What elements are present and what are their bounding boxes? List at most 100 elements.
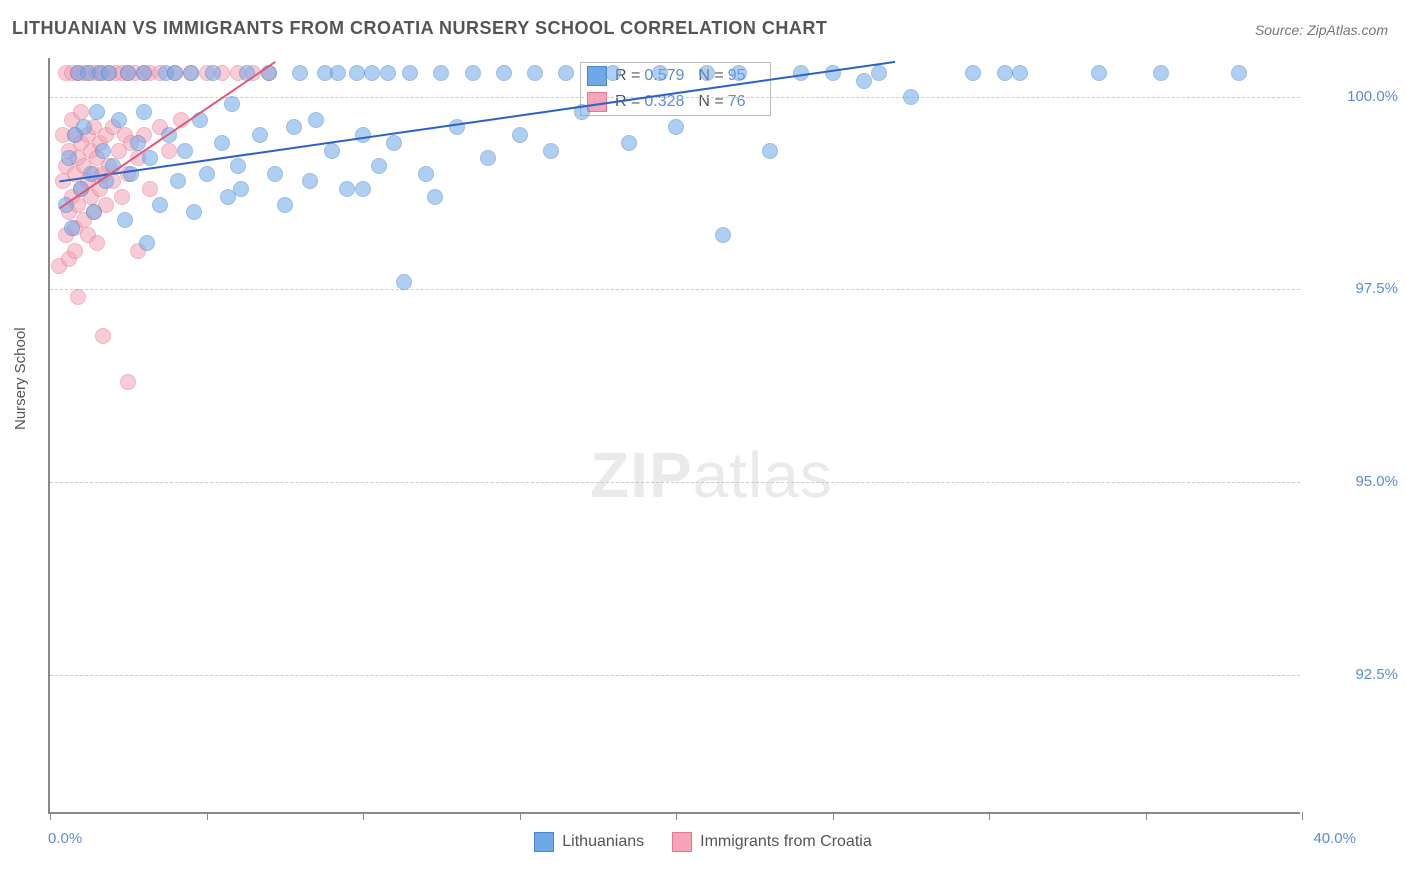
data-point xyxy=(86,204,102,220)
data-point xyxy=(465,65,481,81)
gridline xyxy=(50,289,1300,290)
data-point xyxy=(224,96,240,112)
x-tick xyxy=(50,812,51,820)
data-point xyxy=(386,135,402,151)
data-point xyxy=(89,104,105,120)
gridline xyxy=(50,482,1300,483)
legend-label-croatia: Immigrants from Croatia xyxy=(700,833,872,851)
data-point xyxy=(302,173,318,189)
watermark-thin: atlas xyxy=(693,439,833,511)
data-point xyxy=(1091,65,1107,81)
data-point xyxy=(267,166,283,182)
data-point xyxy=(349,65,365,81)
data-point xyxy=(449,119,465,135)
stats-swatch-blue xyxy=(587,66,607,86)
legend-item-croatia: Immigrants from Croatia xyxy=(672,832,872,852)
x-tick xyxy=(833,812,834,820)
data-point xyxy=(574,104,590,120)
gridline xyxy=(50,97,1300,98)
data-point xyxy=(120,374,136,390)
x-tick xyxy=(989,812,990,820)
data-point xyxy=(543,143,559,159)
data-point xyxy=(715,227,731,243)
data-point xyxy=(339,181,355,197)
data-point xyxy=(308,112,324,128)
data-point xyxy=(355,127,371,143)
data-point xyxy=(527,65,543,81)
watermark: ZIPatlas xyxy=(590,438,833,512)
data-point xyxy=(111,112,127,128)
data-point xyxy=(418,166,434,182)
chart-title: LITHUANIAN VS IMMIGRANTS FROM CROATIA NU… xyxy=(12,18,827,39)
stats-swatch-pink xyxy=(587,92,607,112)
data-point xyxy=(558,65,574,81)
legend-swatch-blue xyxy=(534,832,554,852)
data-point xyxy=(89,235,105,251)
data-point xyxy=(70,289,86,305)
data-point xyxy=(433,65,449,81)
x-tick xyxy=(1302,812,1303,820)
data-point xyxy=(199,166,215,182)
data-point xyxy=(762,143,778,159)
source-attribution: Source: ZipAtlas.com xyxy=(1255,22,1388,38)
x-tick xyxy=(520,812,521,820)
data-point xyxy=(292,65,308,81)
watermark-bold: ZIP xyxy=(590,439,693,511)
gridline xyxy=(50,675,1300,676)
data-point xyxy=(652,65,668,81)
data-point xyxy=(61,150,77,166)
data-point xyxy=(167,65,183,81)
data-point xyxy=(699,65,715,81)
data-point xyxy=(997,65,1013,81)
data-point xyxy=(668,119,684,135)
data-point xyxy=(825,65,841,81)
data-point xyxy=(205,65,221,81)
x-tick xyxy=(207,812,208,820)
data-point xyxy=(871,65,887,81)
data-point xyxy=(186,204,202,220)
data-point xyxy=(277,197,293,213)
data-point xyxy=(396,274,412,290)
stats-row-croatia: R = 0.328 N = 76 xyxy=(581,89,770,115)
data-point xyxy=(230,158,246,174)
data-point xyxy=(261,65,277,81)
chart-legend: Lithuanians Immigrants from Croatia xyxy=(0,832,1406,852)
data-point xyxy=(330,65,346,81)
data-point xyxy=(903,89,919,105)
data-point xyxy=(371,158,387,174)
data-point xyxy=(123,166,139,182)
data-point xyxy=(136,104,152,120)
data-point xyxy=(114,189,130,205)
data-point xyxy=(192,112,208,128)
data-point xyxy=(76,119,92,135)
data-point xyxy=(402,65,418,81)
data-point xyxy=(183,65,199,81)
y-tick-label: 100.0% xyxy=(1308,88,1398,105)
data-point xyxy=(64,220,80,236)
data-point xyxy=(233,181,249,197)
y-tick-label: 97.5% xyxy=(1308,280,1398,297)
data-point xyxy=(214,135,230,151)
data-point xyxy=(142,181,158,197)
data-point xyxy=(130,135,146,151)
data-point xyxy=(856,73,872,89)
data-point xyxy=(161,127,177,143)
data-point xyxy=(73,104,89,120)
data-point xyxy=(427,189,443,205)
data-point xyxy=(136,65,152,81)
legend-label-lithuanians: Lithuanians xyxy=(562,833,644,851)
data-point xyxy=(286,119,302,135)
data-point xyxy=(139,235,155,251)
data-point xyxy=(105,158,121,174)
data-point xyxy=(117,212,133,228)
data-point xyxy=(173,112,189,128)
chart-plot-area: R = 0.579 N = 95 R = 0.328 N = 76 ZIPatl… xyxy=(48,58,1300,814)
x-tick xyxy=(363,812,364,820)
data-point xyxy=(98,173,114,189)
data-point xyxy=(1231,65,1247,81)
data-point xyxy=(73,181,89,197)
x-tick xyxy=(676,812,677,820)
y-tick-label: 95.0% xyxy=(1308,473,1398,490)
data-point xyxy=(177,143,193,159)
y-tick-label: 92.5% xyxy=(1308,666,1398,683)
